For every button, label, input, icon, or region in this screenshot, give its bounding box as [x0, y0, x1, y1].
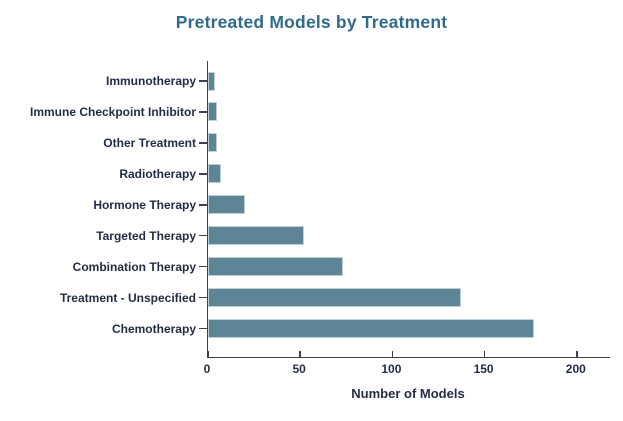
x-axis-tick — [483, 351, 486, 357]
bar — [208, 102, 218, 122]
y-axis-tick — [199, 296, 208, 299]
y-axis-tick — [199, 327, 208, 330]
x-tick-label: 50 — [292, 362, 306, 376]
x-tick-label: 0 — [203, 362, 211, 376]
category-label: Immune Checkpoint Inhibitor — [29, 104, 196, 119]
category-label: Chemotherapy — [111, 321, 196, 336]
x-axis-tick — [299, 351, 301, 357]
y-axis-tick — [199, 173, 208, 175]
category-label: Radiotherapy — [119, 166, 196, 181]
category-label: Combination Therapy — [72, 259, 196, 274]
category-label: Other Treatment — [103, 135, 196, 150]
bar — [208, 257, 343, 277]
x-tick-label: 100 — [381, 362, 402, 376]
category-label: Targeted Therapy — [96, 228, 196, 243]
x-axis-tick — [207, 351, 209, 357]
x-axis-tick — [576, 351, 578, 357]
y-axis-tick — [199, 111, 208, 113]
bar — [208, 71, 216, 91]
y-axis-tick — [199, 142, 208, 144]
y-axis-tick — [199, 265, 208, 268]
bar — [208, 164, 221, 184]
bar — [208, 195, 245, 215]
y-axis-tick — [199, 234, 208, 237]
y-axis-tick — [199, 80, 208, 82]
bar — [208, 226, 304, 246]
bar — [208, 288, 461, 308]
plot-area — [199, 61, 610, 358]
y-axis-tick — [199, 204, 208, 206]
category-label: Immunotherapy — [105, 74, 196, 88]
x-tick-label: 150 — [473, 362, 494, 376]
chart-title: Pretreated Models by Treatment — [175, 12, 448, 32]
category-label: Treatment - Unspecified — [59, 290, 196, 305]
bar — [208, 319, 535, 338]
x-axis-title: Number of Models — [351, 386, 465, 401]
bar — [208, 133, 218, 153]
x-tick-label: 200 — [565, 362, 586, 376]
x-axis-tick — [391, 351, 394, 357]
category-label: Hormone Therapy — [93, 197, 196, 212]
